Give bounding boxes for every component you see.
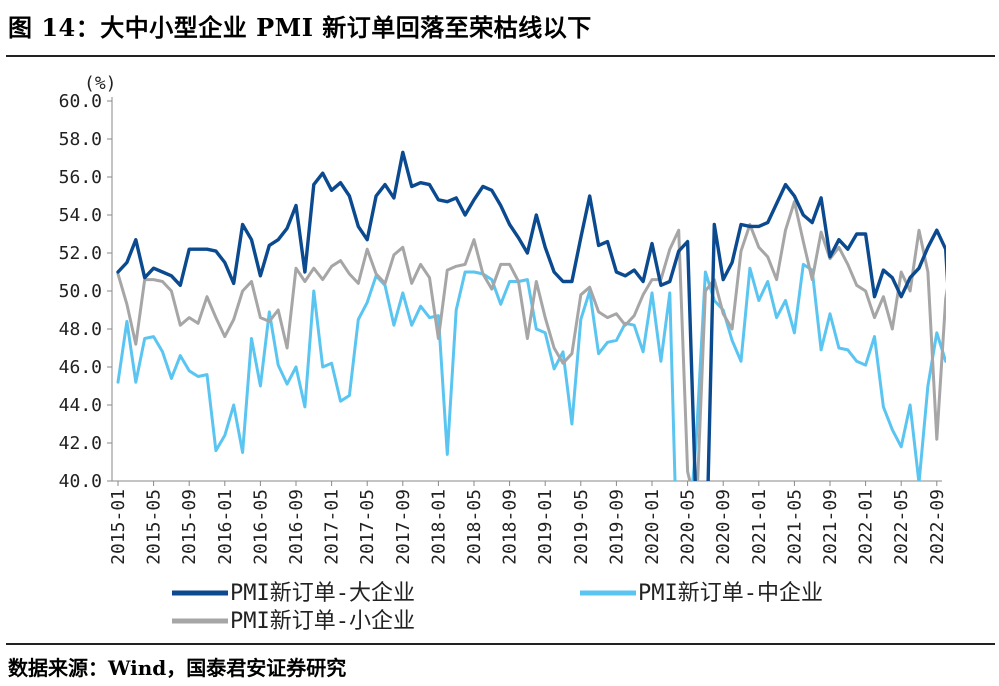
y-tick-label: 54.0	[59, 205, 102, 226]
x-tick-label: 2021-01	[749, 489, 770, 565]
x-tick-label: 2022-05	[891, 489, 912, 565]
x-tick-label: 2021-05	[784, 489, 805, 565]
y-tick-label: 46.0	[59, 357, 102, 378]
y-tick-label: 52.0	[59, 243, 102, 264]
y-tick-label: 48.0	[59, 319, 102, 340]
x-tick-label: 2019-09	[606, 489, 627, 565]
x-tick-label: 2015-05	[144, 489, 165, 565]
y-axis-unit-label: (%)	[84, 73, 117, 94]
chart-axes: 40.0 42.0 44.0 46.0 48.0 50.0 52.0 54.0 56.0 58.0…	[59, 73, 948, 565]
chart-series-layer	[116, 150, 946, 481]
x-tick-label: 2019-05	[571, 489, 592, 565]
y-tick-label: 44.0	[59, 395, 102, 416]
legend-label-medium: PMI新订单-中企业	[638, 581, 823, 606]
x-tick-label: 2022-09	[927, 489, 948, 565]
series-line-large	[116, 150, 946, 481]
x-tick-label: 2017-09	[393, 489, 414, 565]
legend-label-small: PMI新订单-小企业	[230, 609, 415, 634]
x-tick-label: 2016-01	[215, 489, 236, 565]
x-tick-label: 2016-05	[250, 489, 271, 565]
series-line-medium	[116, 262, 946, 481]
source-note: 数据来源：Wind，国泰君安证券研究	[8, 656, 347, 680]
legend-label-large: PMI新订单-大企业	[230, 581, 415, 606]
y-tick-label: 56.0	[59, 167, 102, 188]
x-tick-label: 2020-09	[713, 489, 734, 565]
y-tick-label: 60.0	[59, 91, 102, 112]
y-tick-label: 50.0	[59, 281, 102, 302]
chart-legend: PMI新订单-大企业 PMI新订单-中企业 PMI新订单-小企业	[172, 581, 823, 634]
x-tick-label: 2015-01	[108, 489, 129, 565]
bottom-divider	[6, 643, 995, 645]
y-tick-label: 42.0	[59, 433, 102, 454]
x-tick-label: 2015-09	[179, 489, 200, 565]
x-tick-label: 2016-09	[286, 489, 307, 565]
x-tick-label: 2020-01	[642, 489, 663, 565]
chart-figure-title: 图 14：大中小型企业 PMI 新订单回落至荣枯线以下	[8, 13, 592, 42]
top-divider	[6, 55, 995, 57]
x-tick-label: 2021-09	[820, 489, 841, 565]
x-tick-label: 2018-09	[500, 489, 521, 565]
x-tick-label: 2018-05	[464, 489, 485, 565]
x-tick-label: 2020-05	[678, 489, 699, 565]
series-line-small	[116, 200, 946, 481]
x-tick-label: 2019-01	[535, 489, 556, 565]
x-tick-label: 2017-01	[322, 489, 343, 565]
y-tick-label: 58.0	[59, 129, 102, 150]
y-tick-label: 40.0	[59, 471, 102, 492]
x-tick-label: 2022-01	[856, 489, 877, 565]
x-tick-label: 2017-05	[357, 489, 378, 565]
x-tick-label: 2018-01	[428, 489, 449, 565]
